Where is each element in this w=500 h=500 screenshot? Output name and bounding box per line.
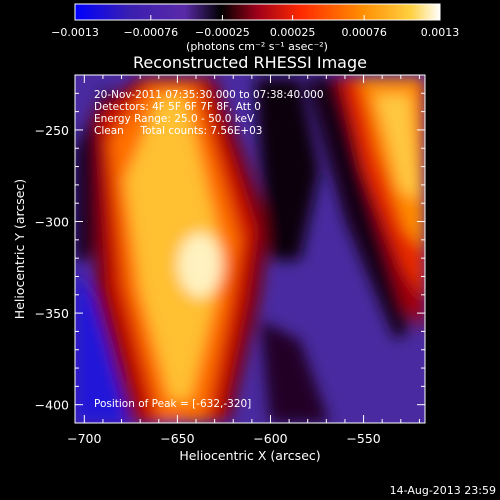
x-tick-label: −600: [253, 431, 287, 446]
colorbar-tick-label: 0.0013: [421, 26, 460, 39]
y-tick-label: −250: [35, 123, 69, 138]
colorbar-tick-label: −0.00076: [123, 26, 178, 39]
y-axis-ticks: −250 −300 −350 −400: [35, 74, 425, 413]
y-tick-label: −350: [35, 306, 69, 321]
annotation-energy: Energy Range: 25.0 - 50.0 keV: [94, 113, 255, 125]
plot-frame: [74, 74, 426, 424]
y-tick-label: −300: [35, 215, 69, 230]
x-axis-ticks: −700 −650 −600 −550: [67, 75, 420, 446]
annotation-time-range: 20-Nov-2011 07:35:30.000 to 07:38:40.000: [94, 89, 324, 101]
colorbar-units: (photons cm⁻² s⁻¹ asec⁻²): [186, 40, 328, 53]
colorbar-ticks: −0.0013 −0.00076 −0.00025 0.00025 0.00076 0.0…: [51, 15, 459, 39]
annotation-detectors: Detectors: 4F 5F 6F 7F 8F, Att 0: [94, 101, 261, 113]
heatmap-image: [75, 75, 425, 423]
colorbar-tick-label: −0.0013: [51, 26, 99, 39]
chart-title: Reconstructed RHESSI Image: [133, 53, 367, 72]
annotation-peak: Position of Peak = [-632,-320]: [94, 398, 251, 410]
y-tick-label: −400: [35, 398, 69, 413]
footer-timestamp: 14-Aug-2013 23:59: [390, 484, 496, 497]
colorbar: [74, 3, 441, 21]
colorbar-tick-label: 0.00076: [341, 26, 387, 39]
annotation-method: Clean Total counts: 7.56E+03: [94, 125, 263, 137]
colorbar-tick-label: −0.00025: [195, 26, 250, 39]
x-axis-label: Heliocentric X (arcsec): [179, 448, 320, 463]
colorbar-tick-label: 0.00025: [270, 26, 316, 39]
x-tick-label: −700: [67, 431, 101, 446]
y-axis-label: Heliocentric Y (arcsec): [12, 179, 27, 319]
x-tick-label: −650: [160, 431, 194, 446]
x-tick-label: −550: [346, 431, 380, 446]
